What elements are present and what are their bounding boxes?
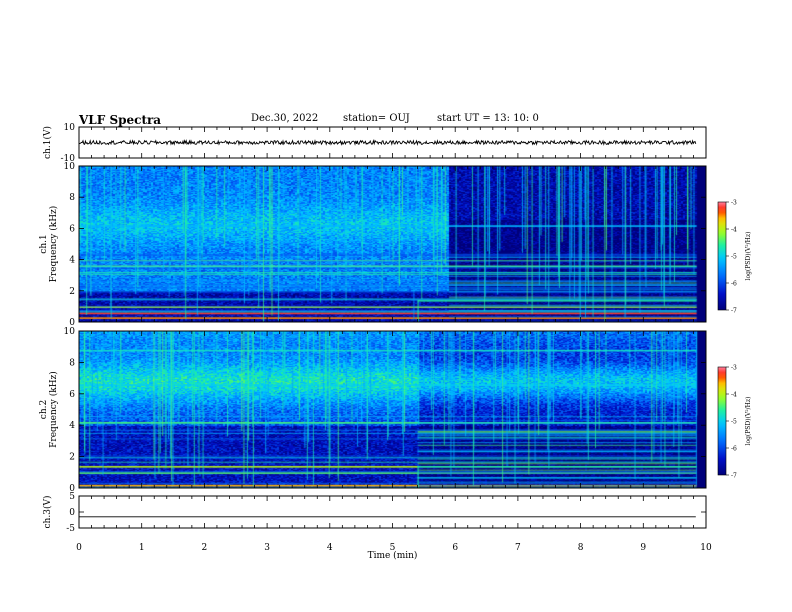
spectrogram-ch1 [79,166,706,322]
s2-y-tick-label: 6 [69,390,75,400]
x-tick-label: 0 [76,543,82,553]
x-tick-label: 3 [264,543,270,553]
colorbar-ch2-tick-label: -5 [731,419,737,426]
x-tick-label: 6 [452,543,458,553]
colorbar-ch1-tick-label: -5 [731,254,737,261]
colorbar-ch2-tick-label: -7 [731,473,737,480]
colorbar-ch1-tick-label: -3 [731,200,737,207]
colorbar-ch1-label: log(PSD)(V²/Hz) [745,232,752,281]
s2-y-tick-label: 8 [69,358,75,368]
s2-y-tick-label: 0 [69,484,75,494]
colorbar-ch2-tick-label: -6 [731,446,737,453]
ch1-y-tick-label: 10 [64,123,76,133]
s2-ylabel-freq: Frequency (kHz) [48,371,59,448]
s1-y-tick-label: 8 [69,193,75,203]
colorbar-ch1-tick-label: -4 [731,227,737,234]
colorbar-ch2-tick-label: -3 [731,365,737,372]
date-label: Dec.30, 2022 [251,113,319,124]
s2-y-tick-label: 4 [69,421,75,431]
ch1-ylabel: ch.1(V) [42,126,53,159]
colorbar-ch2 [717,366,727,476]
x-tick-label: 1 [139,543,145,553]
colorbar-ch2-label: log(PSD)(V²/Hz) [745,397,752,446]
colorbar-ch1-tick-label: -6 [731,281,737,288]
s1-y-tick-label: 6 [69,224,75,234]
x-tick-label: 8 [578,543,584,553]
x-tick-label: 10 [700,543,712,553]
x-tick-label: 7 [515,543,521,553]
station-label: station= OUJ [343,113,410,124]
colorbar-ch1-tick-label: -7 [731,308,737,315]
waveform-ch1-trace [78,138,697,146]
x-axis-label: Time (min) [368,550,418,561]
ch1-y-tick-label: -10 [61,154,76,164]
ch3-ylabel: ch.3(V) [42,496,53,529]
x-tick-label: 2 [202,543,208,553]
s1-y-tick-label: 4 [69,256,75,266]
s1-y-tick-label: 0 [69,318,75,328]
s2-y-tick-label: 2 [69,453,75,463]
x-tick-label: 9 [640,543,646,553]
ch3-y-tick-label: 5 [69,492,75,502]
chart-title: VLF Spectra [79,113,162,127]
colorbar-ch1 [717,201,727,311]
ch3-y-tick-label: 0 [69,508,75,518]
colorbar-ch2-tick-label: -4 [731,392,737,399]
spectrogram-ch2 [79,331,706,488]
s1-y-tick-label: 2 [69,287,75,297]
x-tick-label: 4 [327,543,333,553]
x-tick-label: 5 [390,543,396,553]
s2-y-tick-label: 10 [64,327,76,337]
s1-ylabel-channel: ch.1 [39,234,49,253]
s2-ylabel-channel: ch.2 [39,400,49,419]
s1-y-tick-label: 10 [64,162,76,172]
s1-ylabel-freq: Frequency (kHz) [48,206,59,283]
ch3-y-tick-label: -5 [66,524,75,534]
start-time-label: start UT = 13: 10: 0 [437,113,539,124]
